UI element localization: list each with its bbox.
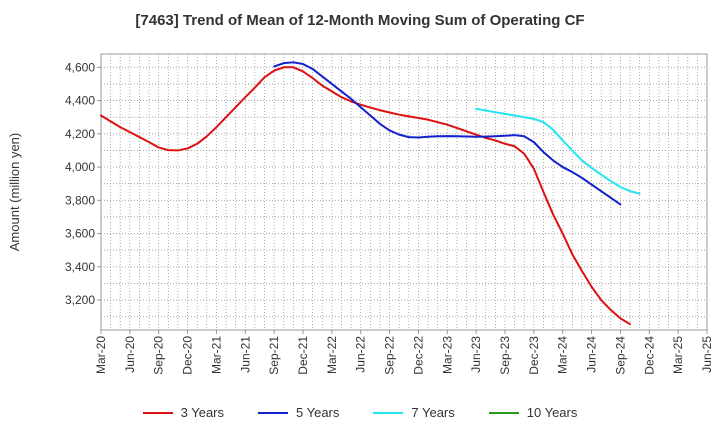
y-tick-label: 3,200 (65, 293, 95, 307)
y-tick-label: 3,400 (65, 260, 95, 274)
series-layer (100, 61, 641, 326)
y-tick-label: 4,600 (65, 60, 95, 74)
legend-label: 5 Years (296, 405, 340, 420)
plot-border (100, 53, 708, 331)
x-tick-label: Mar-21 (209, 336, 223, 374)
x-tick-label: Dec-23 (527, 336, 541, 375)
legend-label: 3 Years (180, 405, 224, 420)
x-tick-label: Mar-22 (325, 336, 339, 374)
x-tick-label: Sep-22 (383, 336, 397, 375)
series-line-3-years (100, 66, 632, 326)
legend-item: 5 Years (258, 405, 339, 420)
grid-layer (100, 53, 708, 331)
x-tick-label: Mar-25 (671, 336, 685, 374)
legend-item: 3 Years (142, 405, 224, 420)
y-tick-label: 3,600 (65, 227, 95, 241)
x-tick-label: Mar-20 (94, 336, 108, 374)
x-tick-label: Sep-24 (613, 336, 627, 375)
x-tick-label: Jun-23 (469, 336, 483, 373)
y-tick-label: 4,000 (65, 160, 95, 174)
y-tick-label: 3,800 (65, 193, 95, 207)
x-tick-label: Mar-23 (440, 336, 454, 374)
y-tick-label: 4,200 (65, 127, 95, 141)
x-tick-label: Jun-20 (123, 336, 137, 373)
series-line-7-years (475, 107, 641, 195)
legend: 3 Years 5 Years 7 Years 10 Years (0, 405, 720, 420)
y-axis-label: Amount (million yen) (7, 133, 22, 252)
x-tick-label: Jun-21 (238, 336, 252, 373)
x-tick-label: Sep-20 (152, 336, 166, 375)
x-tick-label: Dec-21 (296, 336, 310, 375)
y-tick-label: 4,400 (65, 94, 95, 108)
x-tick-label: Sep-21 (267, 336, 281, 375)
x-tick-label: Jun-22 (354, 336, 368, 373)
x-tick-label: Mar-24 (556, 336, 570, 374)
x-tick-label: Sep-23 (498, 336, 512, 375)
legend-item: 7 Years (373, 405, 455, 420)
x-tick-label: Dec-20 (181, 336, 195, 375)
legend-swatch (258, 411, 288, 414)
x-tick-label: Dec-22 (411, 336, 425, 375)
x-tick-label: Dec-24 (642, 336, 656, 375)
legend-swatch (488, 411, 519, 414)
x-tick-label: Jun-25 (700, 336, 714, 373)
legend-label: 7 Years (411, 405, 455, 420)
legend-label: 10 Years (526, 405, 578, 420)
legend-swatch (373, 411, 404, 414)
series-line-5-years (273, 61, 622, 206)
legend-swatch (142, 411, 173, 414)
chart-title: [7463] Trend of Mean of 12-Month Moving … (135, 12, 585, 29)
axis-layer: 3,200 3,400 3,600 3,800 4,000 4,200 4,400 4,600… (65, 60, 714, 374)
x-tick-label: Jun-24 (585, 336, 599, 373)
legend-item: 10 Years (488, 405, 578, 420)
